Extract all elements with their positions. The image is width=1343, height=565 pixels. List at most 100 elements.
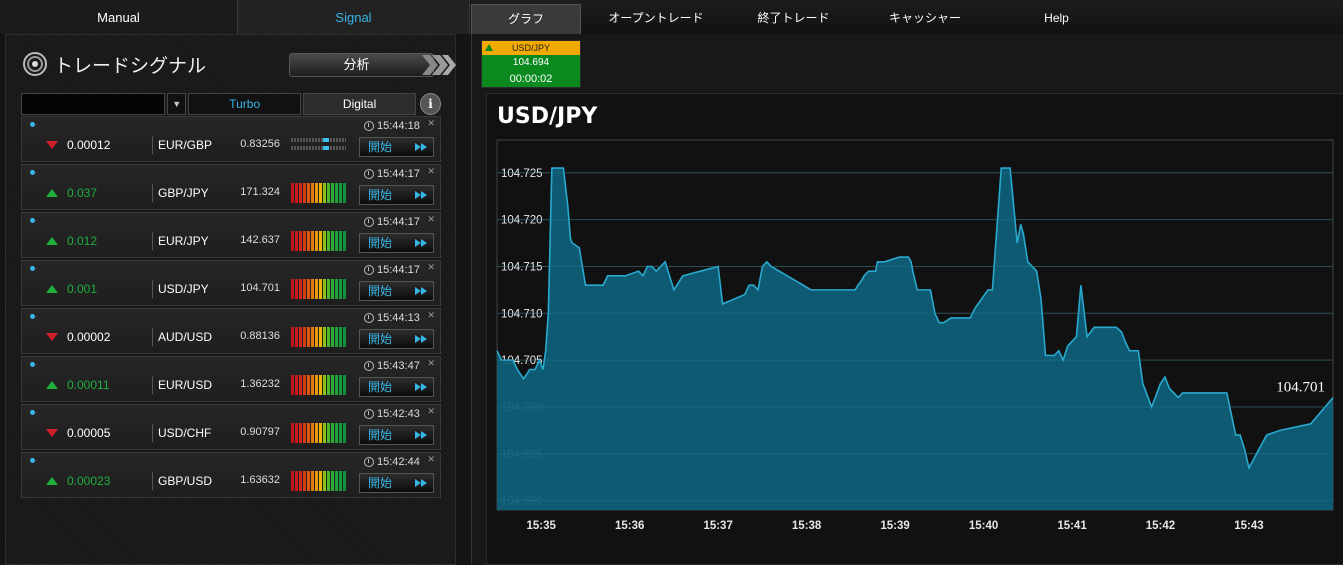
start-button[interactable]: 開始: [359, 233, 434, 253]
x-tick-label: 15:40: [969, 520, 998, 532]
x-tick-label: 15:36: [615, 520, 644, 532]
signal-price: 171.324: [240, 186, 280, 198]
signal-pair: GBP/JPY: [158, 186, 209, 200]
strength-meter-segment: [319, 231, 322, 251]
signal-row[interactable]: ✕ 15:44:18 0.00012 EUR/GBP 0.83256 開始: [21, 116, 441, 162]
signal-pair: USD/CHF: [158, 426, 212, 440]
start-button[interactable]: 開始: [359, 329, 434, 349]
signal-time-text: 15:44:17: [377, 216, 420, 228]
start-button[interactable]: 開始: [359, 281, 434, 301]
signal-amount: 0.00005: [67, 426, 111, 440]
strength-meter-segment: [331, 183, 334, 203]
signal-row[interactable]: ✕ 15:44:13 0.00002 AUD/USD 0.88136 開始: [21, 308, 441, 354]
analyze-button[interactable]: 分析: [289, 53, 434, 77]
strength-meter-segment: [295, 375, 298, 395]
strength-meter-segment: [339, 279, 342, 299]
strength-meter-segment: [343, 375, 346, 395]
start-button[interactable]: 開始: [359, 425, 434, 445]
signal-row[interactable]: ✕ 15:42:44 0.00023 GBP/USD 1.63632 開始: [21, 452, 441, 498]
close-icon[interactable]: ✕: [427, 310, 435, 320]
chart-title: USD/JPY: [497, 104, 598, 129]
signal-row[interactable]: ✕ 15:44:17 0.012 EUR/JPY 142.637 開始: [21, 212, 441, 258]
signal-pair: USD/JPY: [158, 282, 209, 296]
strength-meter-segment: [307, 375, 310, 395]
strength-meter-segment: [303, 375, 306, 395]
strength-meter-segment: [311, 231, 314, 251]
start-button[interactable]: 開始: [359, 185, 434, 205]
tab-closed-trades[interactable]: 終了トレード: [757, 11, 830, 25]
start-button[interactable]: 開始: [359, 473, 434, 493]
last-value-label: 104.701: [1276, 380, 1325, 396]
chevrons-right-icon: [422, 55, 456, 75]
mini-ticker[interactable]: USD/JPY 104.694 00:00:02: [481, 40, 581, 88]
signal-amount: 0.00012: [67, 138, 111, 152]
signal-row[interactable]: ✕ 15:43:47 0.00011 EUR/USD 1.36232 開始: [21, 356, 441, 402]
strength-meter-segment: [331, 375, 334, 395]
price-chart[interactable]: 104.725104.720104.715104.710104.705104.7…: [486, 93, 1343, 565]
signal-amount: 0.001: [67, 282, 98, 296]
tab-signal[interactable]: Signal: [237, 0, 470, 34]
tab-open-trades[interactable]: オープントレード: [608, 11, 704, 25]
signal-time: 15:44:13: [364, 312, 420, 324]
signal-row[interactable]: ✕ 15:42:43 0.00005 USD/CHF 0.90797 開始: [21, 404, 441, 450]
strength-meter-segment: [315, 423, 318, 443]
start-button[interactable]: 開始: [359, 377, 434, 397]
info-icon[interactable]: i: [420, 93, 442, 115]
filter-tab-turbo[interactable]: Turbo: [188, 93, 302, 115]
strength-meter-segment: [339, 423, 342, 443]
strength-meter-segment: [335, 183, 338, 203]
fast-forward-icon: [415, 335, 427, 343]
signal-row[interactable]: ✕ 15:44:17 0.037 GBP/JPY 171.324 開始: [21, 164, 441, 210]
panel-title: トレードシグナル: [54, 55, 207, 77]
strength-meter-segment: [311, 327, 314, 347]
tab-help[interactable]: Help: [1044, 11, 1069, 25]
strength-meter-segment: [339, 471, 342, 491]
fast-forward-icon: [415, 239, 427, 247]
tab-cashier[interactable]: キャッシャー: [888, 11, 961, 25]
close-icon[interactable]: ✕: [427, 118, 435, 128]
arrow-down-icon: [46, 141, 58, 149]
signal-time-text: 15:43:47: [377, 360, 420, 372]
strength-meter: [291, 327, 346, 347]
right-tab-bar: グラフ オープントレード 終了トレード キャッシャー Help: [471, 0, 1343, 34]
strength-meter: [291, 471, 346, 491]
signal-time: 15:42:44: [364, 456, 420, 468]
divider: [152, 328, 153, 346]
chevron-down-icon[interactable]: ▼: [167, 93, 187, 115]
close-icon[interactable]: ✕: [427, 454, 435, 464]
arrow-up-icon: [46, 285, 58, 293]
tab-graph[interactable]: グラフ: [471, 4, 581, 34]
tab-manual[interactable]: Manual: [97, 10, 140, 25]
strength-meter-segment: [295, 471, 298, 491]
strength-meter-segment: [327, 423, 330, 443]
strength-meter-segment: [307, 183, 310, 203]
x-tick-label: 15:41: [1057, 520, 1087, 532]
strength-meter-segment: [291, 279, 294, 299]
turbo-meter-bar: [291, 146, 346, 150]
status-dot: [30, 266, 35, 271]
status-dot: [30, 170, 35, 175]
signal-row[interactable]: ✕ 15:44:17 0.001 USD/JPY 104.701 開始: [21, 260, 441, 306]
filter-tab-digital[interactable]: Digital: [303, 93, 417, 115]
close-icon[interactable]: ✕: [427, 262, 435, 272]
strength-meter-segment: [315, 183, 318, 203]
signal-time: 15:42:43: [364, 408, 420, 420]
strength-meter-segment: [343, 279, 346, 299]
strength-meter-segment: [327, 471, 330, 491]
close-icon[interactable]: ✕: [427, 358, 435, 368]
signal-price: 0.88136: [240, 330, 280, 342]
close-icon[interactable]: ✕: [427, 166, 435, 176]
close-icon[interactable]: ✕: [427, 214, 435, 224]
start-button[interactable]: 開始: [359, 137, 434, 157]
signal-price: 1.36232: [240, 378, 280, 390]
strength-meter-segment: [295, 327, 298, 347]
close-icon[interactable]: ✕: [427, 406, 435, 416]
signal-time: 15:44:18: [364, 120, 420, 132]
arrow-up-icon: [46, 237, 58, 245]
asset-filter-select[interactable]: [21, 93, 166, 115]
status-dot: [30, 410, 35, 415]
signal-time-text: 15:42:43: [377, 408, 420, 420]
arrow-up-icon: [485, 44, 493, 51]
signal-time: 15:44:17: [364, 168, 420, 180]
signal-amount: 0.037: [67, 186, 98, 200]
